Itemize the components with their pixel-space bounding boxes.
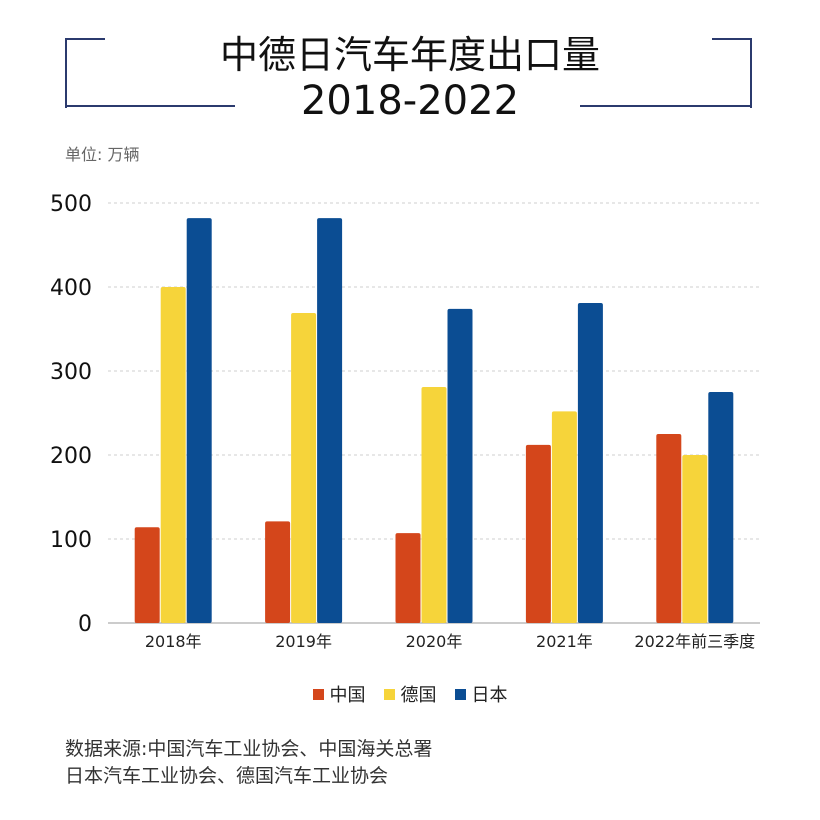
- unit-label: 单位: 万辆: [65, 145, 140, 164]
- x-tick-label: 2019年: [275, 632, 332, 651]
- title-frame-right: [712, 38, 752, 108]
- bar-中国-2020年: [395, 533, 421, 623]
- legend-label-china: 中国: [329, 685, 366, 706]
- bar-日本-2021年: [577, 302, 603, 623]
- legend-swatch-china: [312, 688, 324, 700]
- x-tick-label: 2021年: [536, 632, 593, 651]
- bar-德国-2018年: [160, 287, 186, 623]
- legend-label-japan: 日本: [471, 685, 508, 706]
- y-tick-label: 300: [50, 360, 92, 385]
- y-tick-label: 200: [50, 444, 92, 469]
- bar-日本-2022年前三季度: [708, 392, 734, 623]
- bar-德国-2021年: [551, 411, 577, 623]
- legend-item-japan: 日本: [454, 681, 508, 707]
- title-frame-left-bottom: [65, 105, 235, 107]
- legend-item-germany: 德国: [383, 681, 437, 707]
- x-tick-label: 2020年: [406, 632, 463, 651]
- title-frame-left: [65, 38, 105, 108]
- legend-item-china: 中国: [312, 681, 366, 707]
- data-source: 数据来源:中国汽车工业协会、中国海关总署 日本汽车工业协会、德国汽车工业协会: [65, 736, 432, 790]
- y-tick-label: 500: [50, 192, 92, 217]
- bar-日本-2018年: [186, 218, 212, 623]
- x-tick-label: 2022年前三季度: [634, 632, 755, 651]
- bar-中国-2018年: [134, 527, 160, 623]
- bar-德国-2022年前三季度: [682, 455, 708, 623]
- title-frame-right-bottom: [580, 105, 750, 107]
- bar-日本-2020年: [447, 308, 473, 623]
- source-line-2: 日本汽车工业协会、德国汽车工业协会: [65, 765, 389, 787]
- legend-label-germany: 德国: [400, 685, 437, 706]
- legend-swatch-germany: [383, 688, 395, 700]
- bar-chart: 0 100 200 300 400 500 2018年 2019年 2020年 2021年 2022…: [50, 192, 760, 651]
- y-tick-label: 100: [50, 528, 92, 553]
- bar-德国-2019年: [291, 313, 317, 623]
- chart-subtitle: 2018-2022: [300, 78, 520, 124]
- bar-中国-2019年: [265, 521, 291, 623]
- bar-中国-2021年: [525, 444, 551, 623]
- legend: 中国 德国 日本: [0, 681, 820, 707]
- x-tick-label: 2018年: [145, 632, 202, 651]
- bar-中国-2022年前三季度: [656, 434, 682, 623]
- source-line-1: 数据来源:中国汽车工业协会、中国海关总署: [65, 738, 433, 760]
- bar-德国-2020年: [421, 386, 447, 623]
- legend-swatch-japan: [454, 688, 466, 700]
- y-tick-label: 0: [78, 612, 92, 637]
- y-tick-label: 400: [50, 276, 92, 301]
- bar-日本-2019年: [317, 218, 343, 623]
- chart-title: 中德日汽车年度出口量: [219, 33, 600, 77]
